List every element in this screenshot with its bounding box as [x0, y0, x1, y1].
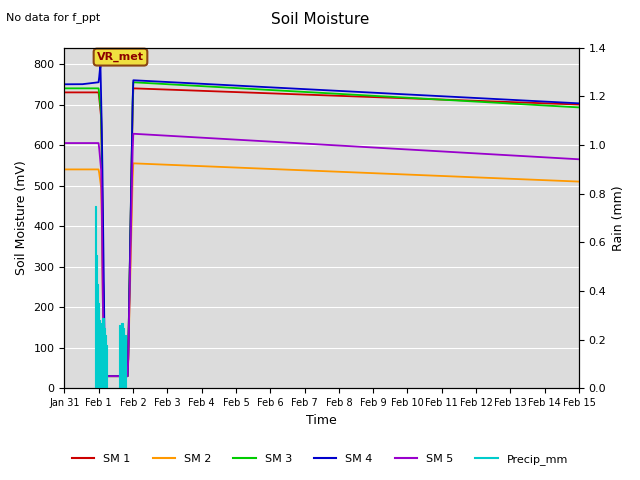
Line: SM 5: SM 5: [65, 134, 579, 376]
SM 2: [101, 373, 109, 379]
Line: SM 4: SM 4: [65, 66, 579, 376]
SM 2: [61, 167, 68, 172]
Text: Soil Moisture: Soil Moisture: [271, 12, 369, 27]
SM 5: [361, 144, 369, 150]
SM 4: [390, 91, 397, 96]
SM 5: [390, 146, 397, 152]
SM 2: [374, 170, 382, 176]
SM 5: [452, 149, 460, 155]
SM 1: [92, 89, 100, 95]
SM 4: [452, 94, 460, 100]
SM 5: [575, 156, 583, 162]
SM 4: [361, 89, 369, 95]
Text: No data for f_ppt: No data for f_ppt: [6, 12, 100, 23]
Text: VR_met: VR_met: [97, 52, 144, 62]
Line: SM 2: SM 2: [65, 163, 579, 376]
SM 4: [101, 373, 109, 379]
SM 4: [575, 100, 583, 106]
SM 2: [129, 160, 137, 166]
X-axis label: Time: Time: [307, 414, 337, 427]
SM 3: [61, 85, 68, 91]
SM 5: [92, 140, 100, 146]
SM 2: [452, 174, 460, 180]
SM 3: [505, 100, 513, 106]
SM 2: [92, 167, 100, 172]
SM 1: [505, 99, 513, 105]
SM 1: [129, 85, 137, 91]
SM 4: [61, 82, 68, 87]
SM 3: [374, 93, 382, 99]
SM 3: [129, 79, 137, 85]
SM 5: [101, 373, 109, 379]
SM 3: [390, 94, 397, 100]
SM 1: [61, 89, 68, 95]
SM 2: [575, 179, 583, 184]
SM 1: [101, 373, 109, 379]
SM 3: [92, 85, 100, 91]
Polygon shape: [95, 206, 126, 388]
SM 1: [575, 102, 583, 108]
SM 1: [452, 97, 460, 103]
SM 3: [361, 93, 369, 98]
Line: SM 1: SM 1: [65, 88, 579, 376]
SM 3: [452, 97, 460, 103]
Y-axis label: Soil Moisture (mV): Soil Moisture (mV): [15, 161, 28, 276]
SM 2: [390, 171, 397, 177]
SM 4: [374, 90, 382, 96]
SM 3: [101, 373, 109, 379]
SM 4: [92, 80, 100, 85]
SM 5: [129, 131, 137, 137]
Y-axis label: Rain (mm): Rain (mm): [612, 185, 625, 251]
SM 4: [505, 97, 513, 103]
SM 4: [97, 63, 104, 69]
SM 2: [361, 170, 369, 176]
SM 2: [505, 176, 513, 181]
Legend: SM 1, SM 2, SM 3, SM 4, SM 5, Precip_mm: SM 1, SM 2, SM 3, SM 4, SM 5, Precip_mm: [68, 450, 572, 469]
SM 5: [61, 140, 68, 146]
Line: SM 3: SM 3: [65, 82, 579, 376]
SM 3: [575, 105, 583, 110]
SM 5: [505, 152, 513, 158]
SM 1: [374, 95, 382, 100]
SM 5: [374, 145, 382, 151]
SM 1: [390, 95, 397, 101]
SM 1: [361, 94, 369, 100]
